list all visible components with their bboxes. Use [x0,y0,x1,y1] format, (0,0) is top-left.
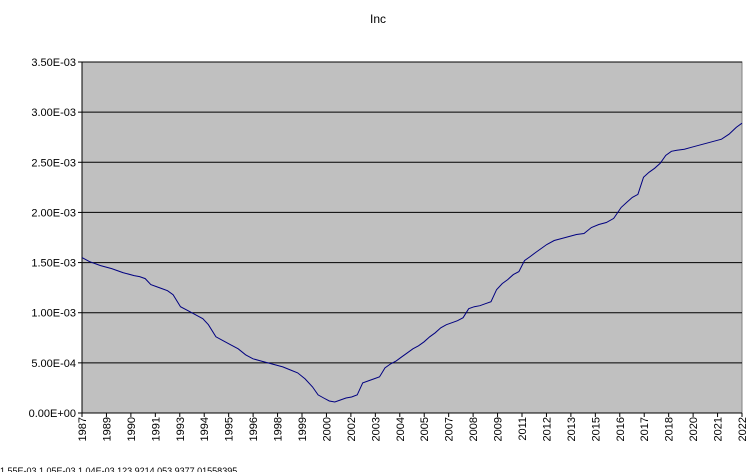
y-tick-label: 2.50E-03 [31,157,76,169]
y-axis-tick-labels: 0.00E+00 5.00E-04 1.00E-03 1.50E-03 2.00E-03… [29,57,82,420]
x-tick-label: 2003 [370,417,382,441]
axes [81,62,742,414]
x-axis-tick-labels: 1987 1989 1990 1991 1993 1994 1995 1996 1998 1999… [77,413,749,441]
x-tick-label: 2021 [713,417,725,441]
x-tick-label: 1990 [126,417,138,441]
x-tick-label: 2013 [566,417,578,441]
plot-area [81,61,743,414]
x-tick-label: 2008 [468,417,480,441]
cut-off-spreadsheet-row: 1.55E-03 1.05E-03 1.04E-03 123.9214 053.… [0,466,238,472]
x-tick-label: 2009 [493,417,505,441]
x-tick-label: 1995 [224,417,236,441]
y-tick-label: 1.00E-03 [31,308,76,320]
x-tick-label: 1994 [199,417,211,441]
series-lines [81,122,743,403]
series-line [81,122,743,403]
x-tick-label: 1998 [273,417,285,441]
y-tick-label: 3.00E-03 [31,107,76,119]
x-tick-label: 1999 [297,417,309,441]
chart-title: Inc [370,12,386,26]
x-tick-label: 1987 [77,417,89,441]
y-tick-label: 1.50E-03 [31,258,76,270]
x-tick-label: 2005 [419,417,431,441]
x-tick-label: 1989 [101,417,113,441]
x-tick-label: 2020 [688,417,700,441]
x-tick-label: 2007 [444,417,456,441]
x-tick-label: 2016 [615,417,627,441]
x-tick-label: 2017 [639,417,651,441]
y-tick-label: 2.00E-03 [31,207,76,219]
x-tick-label: 1991 [150,417,162,441]
x-tick-label: 2002 [346,417,358,441]
x-tick-label: 1993 [175,417,187,441]
x-tick-label: 2004 [395,417,407,441]
x-tick-label: 1996 [248,417,260,441]
x-tick-label: 2015 [590,417,602,441]
y-tick-label: 0.00E+00 [29,408,76,420]
x-tick-label: 2022 [737,417,749,441]
x-tick-label: 2018 [664,417,676,441]
y-tick-label: 5.00E-04 [31,358,76,370]
x-tick-label: 2000 [321,417,333,441]
x-tick-label: 2012 [541,417,553,441]
x-tick-label: 2011 [517,417,529,441]
y-tick-label: 3.50E-03 [31,57,76,69]
